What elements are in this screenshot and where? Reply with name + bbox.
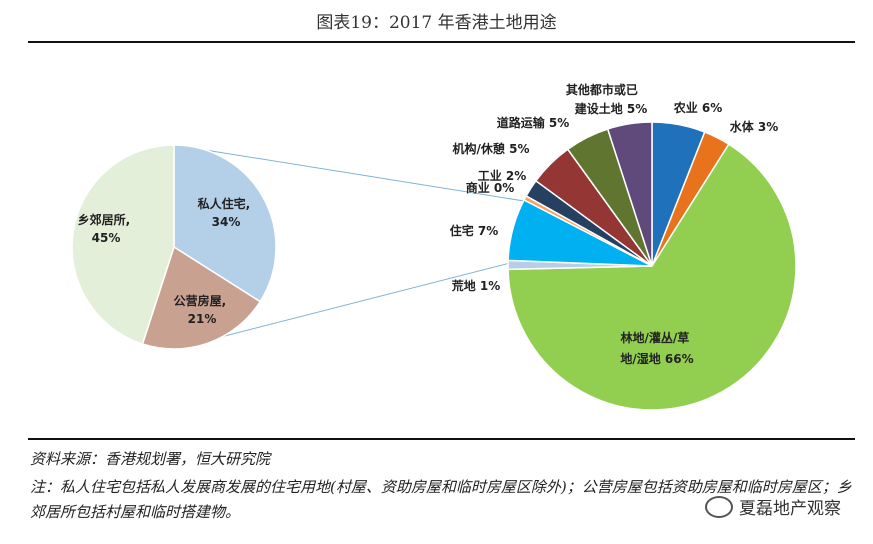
label-woodland: 林地/灌丛/草 地/湿地 66% xyxy=(620,330,693,366)
housing-slice-2 xyxy=(71,144,175,345)
top-rule xyxy=(28,41,855,43)
label-barren: 荒地 1% xyxy=(451,278,501,293)
label-other-urban: 其他都市或已 建设土地 5% xyxy=(566,82,647,116)
connector-line-0 xyxy=(173,144,525,202)
watermark-text: 夏磊地产观察 xyxy=(739,499,841,519)
watermark: 夏磊地产观察 xyxy=(701,494,845,519)
label-commercial: 商业 0% xyxy=(466,180,515,195)
chart-title: 图表19：2017 年香港土地用途 xyxy=(316,13,557,33)
label-industrial: 工业 2% xyxy=(478,168,527,183)
landuse-slice-9 xyxy=(606,121,653,267)
label-agriculture: 农业 6% xyxy=(673,100,723,115)
housing-slice-1 xyxy=(141,245,262,350)
label-residential: 住宅 7% xyxy=(450,223,499,238)
connector-line-1 xyxy=(173,261,515,350)
wechat-icon xyxy=(705,495,733,518)
label-public-housing: 公营房屋, 21% xyxy=(174,293,231,326)
label-rural-housing: 乡郊居所, 45% xyxy=(78,212,135,245)
label-water: 水体 3% xyxy=(730,119,779,134)
bottom-rule xyxy=(28,438,855,440)
label-institutional: 机构/休憩 5% xyxy=(453,141,530,156)
label-private-housing: 私人住宅, 34% xyxy=(197,196,255,229)
label-roads: 道路运输 5% xyxy=(497,115,570,130)
footnote: 注：私人住宅包括私人发展商发展的住宅用地(村屋、资助房屋和临时房屋区除外)；公营… xyxy=(30,478,852,521)
source-note: 资料来源：香港规划署，恒大研究院 xyxy=(30,450,271,468)
landuse-slice-2 xyxy=(507,143,797,411)
